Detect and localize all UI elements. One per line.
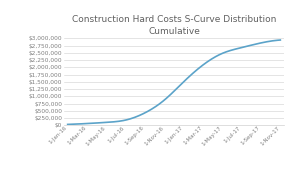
Title: Construction Hard Costs S-Curve Distribution
Cumulative: Construction Hard Costs S-Curve Distribu… — [72, 15, 276, 36]
